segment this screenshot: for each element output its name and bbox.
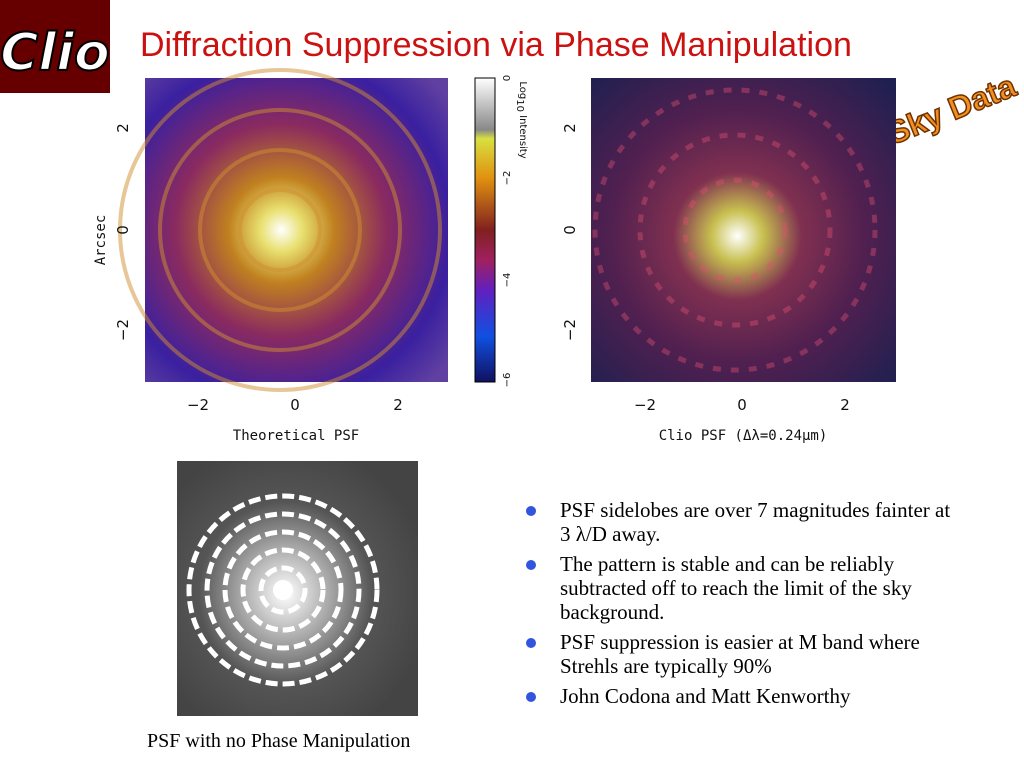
bullet: The pattern is stable and can be reliabl…	[520, 552, 960, 624]
colorbar-label: Log10 Intensity	[514, 81, 528, 158]
x-tick-label: −2	[187, 396, 209, 414]
core	[273, 580, 293, 600]
y-tick-label: 2	[114, 123, 132, 133]
airy-rings	[186, 493, 380, 687]
x-label: Clio PSF (Δλ=0.24μm)	[659, 428, 828, 444]
x-tick-label: 2	[393, 396, 403, 414]
colorbar-tick: 0	[502, 75, 513, 81]
title: Diffraction Suppression via Phase Manipu…	[140, 26, 852, 64]
x-tick-label: 0	[290, 396, 300, 414]
bullet-list: PSF sidelobes are over 7 magnitudes fain…	[520, 498, 960, 714]
label-part: Log	[517, 81, 528, 99]
x-tick-label: 0	[737, 396, 747, 414]
x-tick-label: 2	[840, 396, 850, 414]
label-part: Intensity	[517, 112, 528, 159]
x-tick-label: −2	[634, 396, 656, 414]
speckles	[592, 87, 878, 373]
theoretical-psf	[145, 78, 448, 382]
x-label: Theoretical PSF	[233, 428, 359, 444]
y-tick-label: 0	[114, 225, 132, 235]
colorbar-tick: −6	[502, 373, 513, 388]
colorbar	[474, 77, 496, 383]
colorbar-tick: −2	[502, 171, 513, 186]
rings	[118, 68, 442, 392]
psf-image	[177, 461, 418, 716]
y-tick-label: −2	[561, 319, 579, 341]
bullet: John Codona and Matt Kenworthy	[520, 684, 960, 708]
bullet: PSF sidelobes are over 7 magnitudes fain…	[520, 498, 960, 546]
y-label: Arcsec	[93, 215, 109, 266]
colorbar-tick: −4	[502, 273, 513, 288]
clio-psf	[591, 78, 896, 382]
y-tick-label: −2	[114, 319, 132, 341]
caption: PSF with no Phase Manipulation	[147, 730, 411, 752]
bullet: PSF suppression is easier at M band wher…	[520, 630, 960, 678]
logo-bg	[0, 0, 110, 93]
y-tick-label: 0	[561, 225, 579, 235]
logo: Clio	[0, 23, 110, 83]
y-tick-label: 2	[561, 123, 579, 133]
label-part: 10	[514, 99, 525, 112]
